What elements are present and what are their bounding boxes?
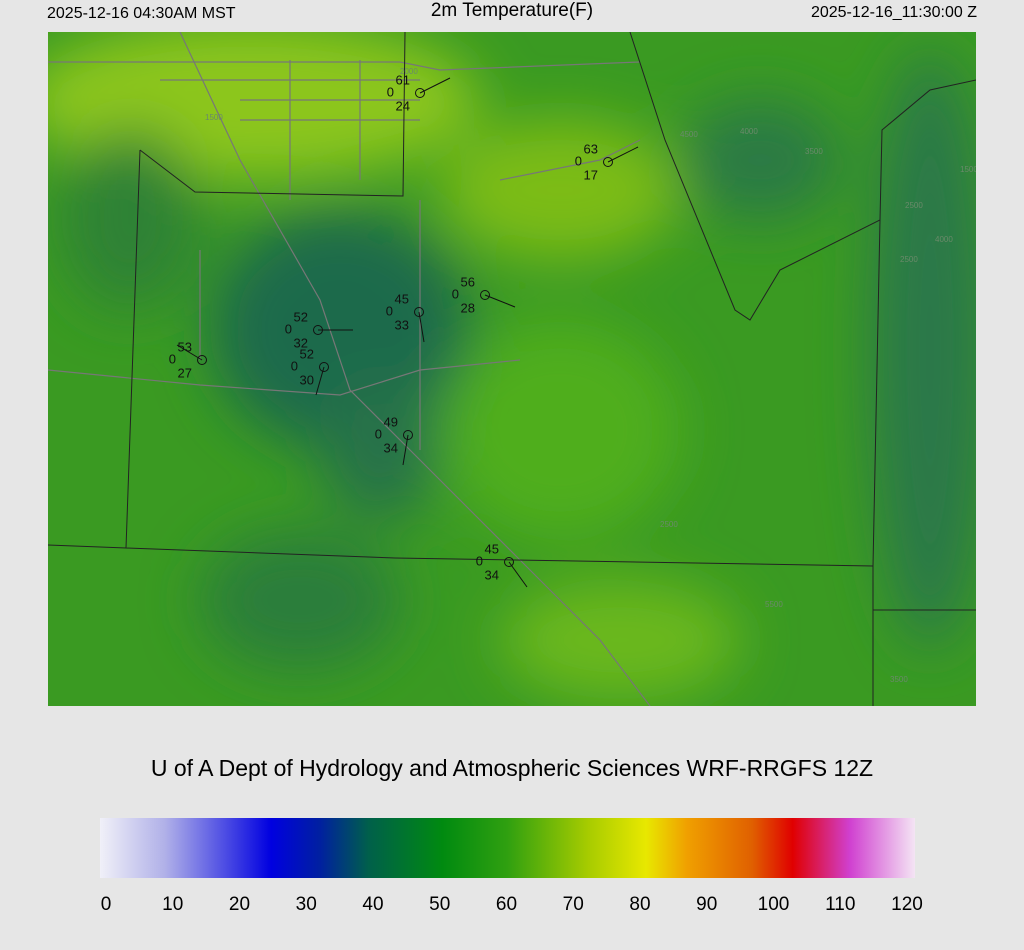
station-code: 0	[285, 321, 292, 336]
station-temperature: 53	[178, 339, 192, 354]
station-temperature: 49	[384, 414, 398, 429]
station-circle	[415, 88, 425, 98]
station-code: 0	[575, 153, 582, 168]
station-circle	[603, 157, 613, 167]
colorbar-tick-label: 110	[825, 894, 855, 915]
contour-label: 4000	[935, 235, 953, 244]
colorbar-tick-label: 90	[696, 894, 717, 915]
station-circle	[480, 290, 490, 300]
contour-label: 3500	[890, 675, 908, 684]
station-dewpoint: 33	[395, 317, 409, 332]
colorbar-tick-label: 20	[229, 894, 250, 915]
station-circle	[313, 325, 323, 335]
contour-label: 3500	[805, 147, 823, 156]
wind-barb	[402, 434, 409, 466]
colorbar-tick-label: 10	[162, 894, 183, 915]
contour-label: 5500	[765, 600, 783, 609]
colorbar-tick-label: 100	[758, 894, 790, 915]
station-dewpoint: 27	[178, 365, 192, 380]
station-temperature: 45	[485, 541, 499, 556]
station-circle	[414, 307, 424, 317]
map-title: 2m Temperature(F)	[431, 0, 593, 21]
station-code: 0	[291, 358, 298, 373]
contour-label: 2000	[400, 67, 418, 76]
colorbar-tick-label: 120	[891, 894, 923, 915]
contour-label: 4500	[680, 130, 698, 139]
station-circle	[197, 355, 207, 365]
wind-barb	[508, 561, 528, 588]
colorbar-tick-label: 80	[629, 894, 650, 915]
colorbar-tick-label: 70	[563, 894, 584, 915]
local-time: 2025-12-16 04:30AM MST	[47, 5, 236, 22]
credit: U of A Dept of Hydrology and Atmospheric…	[151, 755, 873, 781]
station-code: 0	[452, 286, 459, 301]
station-dewpoint: 32	[294, 335, 308, 350]
station-temperature: 45	[395, 291, 409, 306]
station-dewpoint: 34	[384, 440, 398, 455]
contour-label: 1500	[205, 113, 223, 122]
boundaries	[48, 32, 976, 706]
colorbar-tick-label: 50	[429, 894, 450, 915]
station-code: 0	[386, 303, 393, 318]
station-circle	[403, 430, 413, 440]
contour-label: 2500	[905, 201, 923, 210]
stations: 6102463017560284503352032530275203049034…	[169, 72, 639, 588]
colorbar-tick-label: 40	[362, 894, 383, 915]
temperature-field	[48, 32, 976, 700]
colorbar-tick-label: 30	[296, 894, 317, 915]
contour-label: 2500	[660, 520, 678, 529]
colorbar-ticks: 0 10 20 30 40 50 60 70 80 90 100 110 120	[101, 894, 923, 915]
station-code: 0	[476, 553, 483, 568]
station-temperature: 61	[396, 72, 410, 87]
colorbar	[100, 818, 915, 878]
station-circle	[319, 362, 329, 372]
contour-label: 1500	[960, 165, 978, 174]
station-dewpoint: 17	[584, 167, 598, 182]
wind-barb	[418, 311, 425, 343]
colorbar-tick-label: 0	[101, 894, 112, 915]
station-dewpoint: 30	[300, 372, 314, 387]
roads	[48, 32, 651, 706]
station-temperature: 63	[584, 141, 598, 156]
contour-label: 2500	[900, 255, 918, 264]
utc-time: 2025-12-16_11:30:00 Z	[811, 4, 977, 21]
station-temperature: 52	[300, 346, 314, 361]
station-temperature: 56	[461, 274, 475, 289]
station-temperature: 52	[294, 309, 308, 324]
station-dewpoint: 34	[485, 567, 499, 582]
station-code: 0	[375, 426, 382, 441]
contour-label: 4000	[740, 127, 758, 136]
wind-barb	[419, 77, 451, 94]
station-code: 0	[169, 351, 176, 366]
colorbar-tick-label: 60	[496, 894, 517, 915]
station-dewpoint: 28	[461, 300, 475, 315]
wind-barb	[484, 294, 516, 308]
wind-barb	[607, 146, 639, 163]
station-code: 0	[387, 84, 394, 99]
station-circle	[504, 557, 514, 567]
station-dewpoint: 24	[396, 98, 410, 113]
